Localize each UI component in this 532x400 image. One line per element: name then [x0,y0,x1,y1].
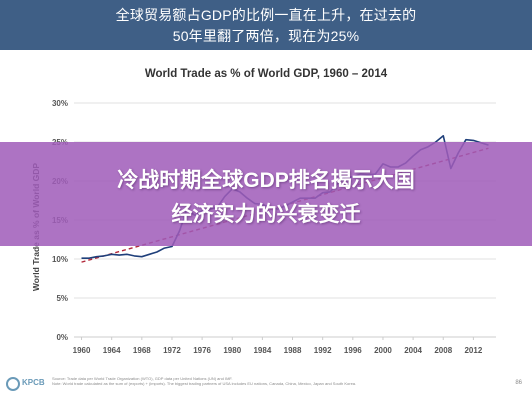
x-tick-label: 1992 [314,346,332,355]
source-line-1: Source: Trade data per World Trade Organ… [52,376,233,381]
overlay-banner: 冷战时期全球GDP排名揭示大国 经济实力的兴衰变迁 [0,142,532,246]
x-tick-label: 1988 [284,346,302,355]
y-tick-label: 30% [52,99,68,108]
x-tick-label: 2004 [404,346,422,355]
x-tick-label: 1976 [193,346,211,355]
header-bar: 全球贸易额占GDP的比例一直在上升，在过去的 50年里翻了两倍，现在为25% [0,0,532,50]
x-tick-label: 2000 [374,346,392,355]
x-tick-label: 1960 [73,346,91,355]
x-tick-label: 1984 [253,346,271,355]
y-tick-label: 5% [56,294,68,303]
x-tick-label: 1972 [163,346,181,355]
kpcb-logo-icon [6,377,20,391]
x-tick-label: 2008 [434,346,452,355]
banner-headline-line-1: 冷战时期全球GDP排名揭示大国 [117,169,415,192]
x-tick-label: 1964 [103,346,121,355]
source-note: Source: Trade data per World Trade Organ… [52,376,482,386]
x-tick-label: 2012 [464,346,482,355]
x-tick-label: 1996 [344,346,362,355]
page-number: 86 [515,380,522,386]
banner-headline-line-2: 经济实力的兴衰变迁 [171,203,361,226]
x-tick-label: 1980 [223,346,241,355]
source-line-2: Note: World trade calculated as the sum … [52,381,357,386]
y-tick-label: 0% [56,333,68,342]
header-title-line-1: 全球贸易额占GDP的比例一直在上升，在过去的 [115,7,417,23]
x-tick-label: 1968 [133,346,151,355]
y-tick-label: 10% [52,255,68,264]
chart-title: World Trade as % of World GDP, 1960 – 20… [145,68,388,80]
footer: KPCB Source: Trade data per World Trade … [0,372,532,400]
header-title-line-2: 50年里翻了两倍，现在为25% [172,28,360,44]
kpcb-logo-text: KPCB [22,378,45,387]
